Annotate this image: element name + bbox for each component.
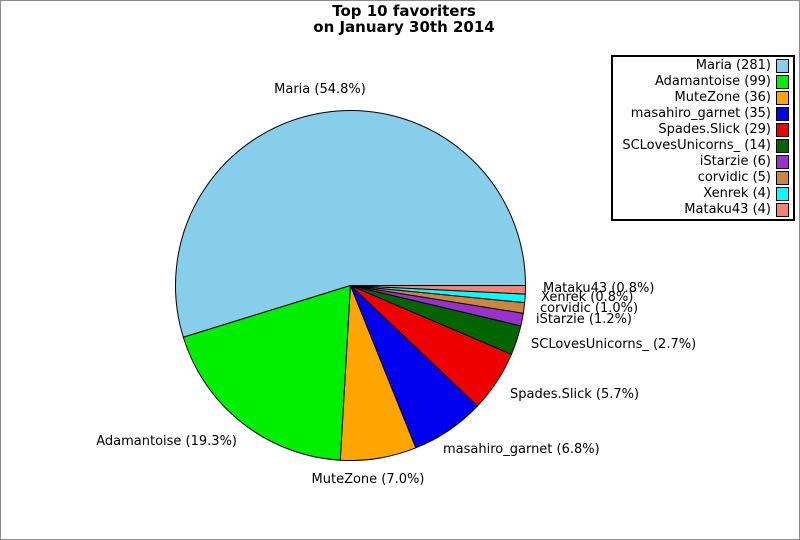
legend-item-xenrek: Xenrek (4) [613, 186, 793, 202]
legend-item-adamantoise: Adamantoise (99) [613, 74, 793, 90]
legend-color-swatch [776, 123, 789, 137]
legend-item-label: Xenrek (4) [703, 186, 771, 201]
legend: Maria (281) Adamantoise (99) MuteZone (36)… [611, 55, 795, 221]
slice-label-adamantoise: Adamantoise (19.3%) [96, 434, 237, 449]
pie-slice-maria [175, 110, 526, 338]
legend-color-swatch [776, 75, 789, 89]
legend-item-label: MuteZone (36) [674, 90, 771, 105]
slice-label-sclovesunicorns: SCLovesUnicorns_ (2.7%) [531, 337, 696, 352]
slice-label-mataku43: Mataku43 (0.8%) [543, 281, 654, 296]
slice-label-mutezone: MuteZone (7.0%) [312, 472, 425, 487]
legend-item-masahiro-garnet: masahiro_garnet (35) [613, 106, 793, 122]
legend-item-corvidic: corvidic (5) [613, 170, 793, 186]
legend-item-label: iStarzie (6) [699, 154, 771, 169]
legend-color-swatch [776, 91, 789, 105]
pie-slice-adamantoise [182, 285, 351, 461]
legend-item-label: Maria (281) [695, 58, 771, 73]
legend-item-label: SCLovesUnicorns_ (14) [622, 138, 771, 153]
legend-item-label: masahiro_garnet (35) [630, 106, 771, 121]
slice-label-maria: Maria (54.8%) [274, 82, 366, 97]
legend-item-mataku43: Mataku43 (4) [613, 202, 793, 218]
legend-item-maria: Maria (281) [613, 58, 793, 74]
chart-title-line-2: on January 30th 2014 [313, 18, 495, 36]
legend-color-swatch [776, 155, 789, 169]
pie-slice-mataku43 [350, 285, 526, 295]
chart-title-line-1: Top 10 favoriters [332, 2, 476, 20]
legend-color-swatch [776, 187, 789, 201]
legend-color-swatch [776, 107, 789, 121]
chart-title: Top 10 favoriters on January 30th 2014 [313, 3, 494, 35]
legend-item-label: corvidic (5) [697, 170, 771, 185]
legend-color-swatch [776, 203, 789, 217]
pie-labels-group: Maria (54.8%) Adamantoise (19.3%) MuteZone… [96, 82, 696, 487]
legend-color-swatch [776, 171, 789, 185]
slice-label-corvidic: corvidic (1.0%) [540, 301, 638, 316]
legend-color-swatch [776, 139, 789, 153]
slice-label-spades-slick: Spades.Slick (5.7%) [510, 387, 639, 402]
legend-item-mutezone: MuteZone (36) [613, 90, 793, 106]
slice-label-masahiro-garnet: masahiro_garnet (6.8%) [443, 442, 600, 457]
slice-label-xenrek: Xenrek (0.8%) [541, 290, 633, 305]
legend-color-swatch [776, 59, 789, 73]
legend-item-sclovesunicorns: SCLovesUnicorns_ (14) [613, 138, 793, 154]
legend-item-label: Mataku43 (4) [684, 202, 771, 217]
pie-slices-group [175, 110, 526, 461]
legend-item-spades-slick: Spades.Slick (29) [613, 122, 793, 138]
legend-item-istarzie: iStarzie (6) [613, 154, 793, 170]
slice-label-istarzie: iStarzie (1.2%) [536, 312, 632, 327]
legend-item-label: Adamantoise (99) [654, 74, 771, 89]
legend-item-label: Spades.Slick (29) [658, 122, 771, 137]
